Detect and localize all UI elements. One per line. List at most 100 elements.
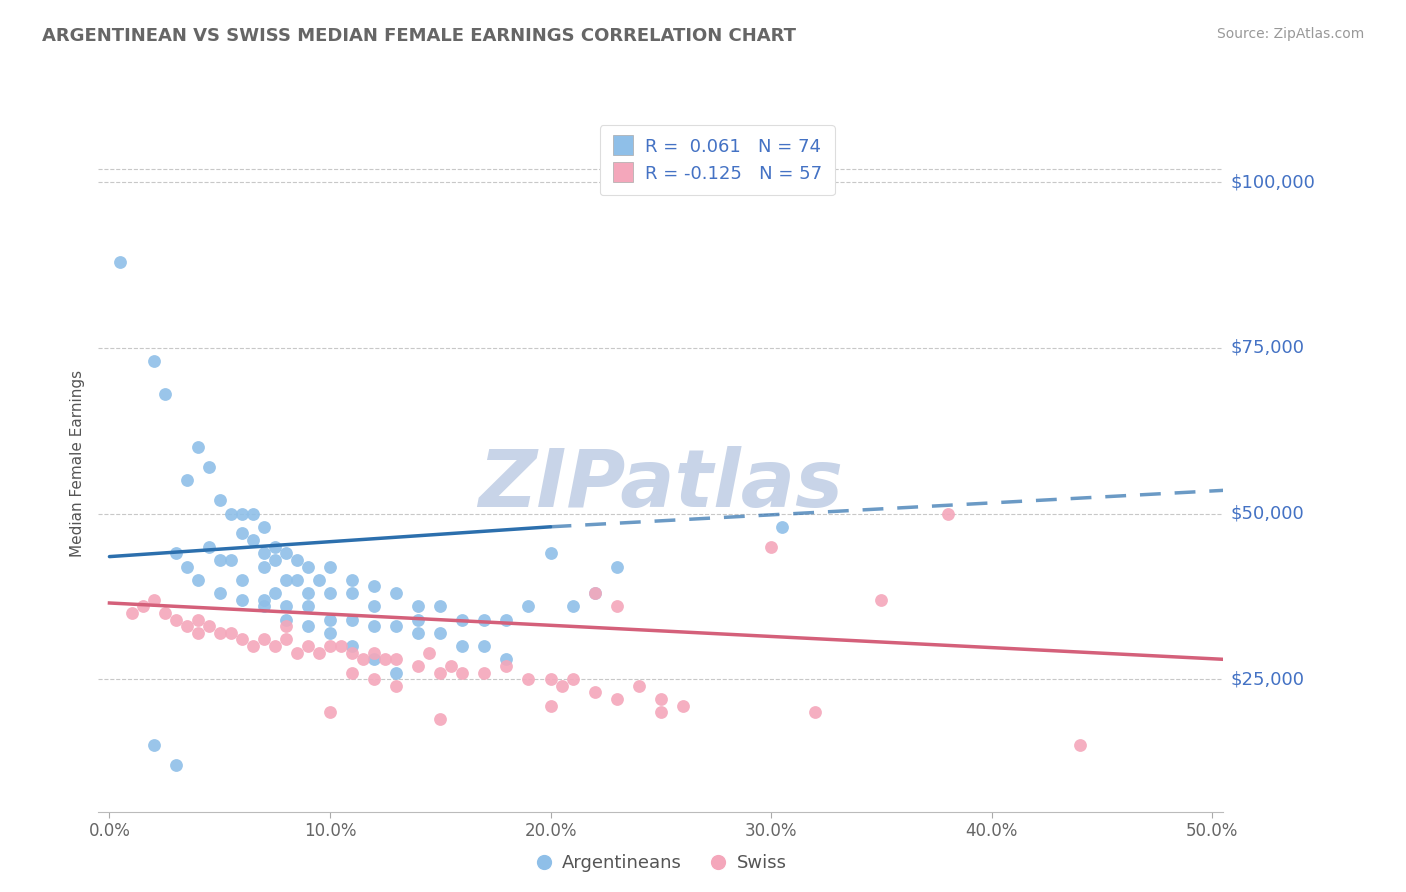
Point <box>363 672 385 686</box>
Point <box>297 639 319 653</box>
Point <box>340 586 363 600</box>
Point <box>374 652 396 666</box>
Point <box>231 632 253 647</box>
Point <box>308 573 330 587</box>
Point <box>253 599 276 614</box>
Point <box>474 639 496 653</box>
Point <box>319 586 342 600</box>
Point <box>197 540 219 554</box>
Point <box>770 520 793 534</box>
Point <box>263 540 285 554</box>
Point <box>363 619 385 633</box>
Point <box>187 613 209 627</box>
Point <box>406 599 429 614</box>
Text: $75,000: $75,000 <box>1230 339 1305 357</box>
Point <box>406 659 429 673</box>
Point <box>451 665 474 680</box>
Point <box>330 639 353 653</box>
Point <box>219 553 242 567</box>
Point <box>153 387 176 401</box>
Point <box>340 573 363 587</box>
Point <box>231 573 253 587</box>
Point <box>153 606 176 620</box>
Point <box>550 679 572 693</box>
Point <box>406 613 429 627</box>
Point <box>242 639 264 653</box>
Point <box>385 652 408 666</box>
Point <box>319 706 342 720</box>
Point <box>274 613 297 627</box>
Point <box>340 613 363 627</box>
Point <box>121 606 143 620</box>
Text: $50,000: $50,000 <box>1230 505 1303 523</box>
Point <box>253 632 276 647</box>
Point <box>606 599 628 614</box>
Point <box>263 639 285 653</box>
Point <box>606 559 628 574</box>
Point <box>340 646 363 660</box>
Point <box>319 613 342 627</box>
Point <box>187 625 209 640</box>
Point <box>385 586 408 600</box>
Point <box>142 354 165 368</box>
Point <box>627 679 650 693</box>
Point <box>263 586 285 600</box>
Point <box>936 507 959 521</box>
Point <box>274 546 297 560</box>
Point <box>197 460 219 475</box>
Point <box>165 613 187 627</box>
Point <box>406 625 429 640</box>
Point <box>540 672 562 686</box>
Point <box>274 619 297 633</box>
Point <box>297 619 319 633</box>
Point <box>672 698 695 713</box>
Point <box>142 592 165 607</box>
Point <box>517 672 540 686</box>
Point <box>319 639 342 653</box>
Point <box>253 520 276 534</box>
Point <box>429 599 451 614</box>
Point <box>274 632 297 647</box>
Point <box>650 706 672 720</box>
Text: $25,000: $25,000 <box>1230 670 1305 689</box>
Point <box>176 619 198 633</box>
Point <box>440 659 463 673</box>
Point <box>495 613 517 627</box>
Text: ARGENTINEAN VS SWISS MEDIAN FEMALE EARNINGS CORRELATION CHART: ARGENTINEAN VS SWISS MEDIAN FEMALE EARNI… <box>42 27 796 45</box>
Point <box>540 698 562 713</box>
Point <box>474 613 496 627</box>
Point <box>297 599 319 614</box>
Point <box>208 625 231 640</box>
Point <box>131 599 153 614</box>
Point <box>385 679 408 693</box>
Point <box>363 599 385 614</box>
Point <box>208 493 231 508</box>
Point <box>650 692 672 706</box>
Point <box>870 592 893 607</box>
Point <box>285 573 308 587</box>
Point <box>451 613 474 627</box>
Point <box>1069 739 1091 753</box>
Point <box>231 507 253 521</box>
Point <box>606 692 628 706</box>
Point <box>274 599 297 614</box>
Point <box>583 586 606 600</box>
Point <box>804 706 827 720</box>
Point <box>110 254 132 268</box>
Point <box>165 546 187 560</box>
Point <box>517 599 540 614</box>
Point <box>319 625 342 640</box>
Point <box>142 739 165 753</box>
Point <box>429 665 451 680</box>
Point <box>385 619 408 633</box>
Point <box>363 579 385 593</box>
Point <box>474 665 496 680</box>
Point <box>285 646 308 660</box>
Y-axis label: Median Female Earnings: Median Female Earnings <box>70 370 86 558</box>
Point <box>451 639 474 653</box>
Point <box>495 652 517 666</box>
Text: ZIPatlas: ZIPatlas <box>478 446 844 524</box>
Point <box>285 553 308 567</box>
Point <box>583 685 606 699</box>
Point <box>242 507 264 521</box>
